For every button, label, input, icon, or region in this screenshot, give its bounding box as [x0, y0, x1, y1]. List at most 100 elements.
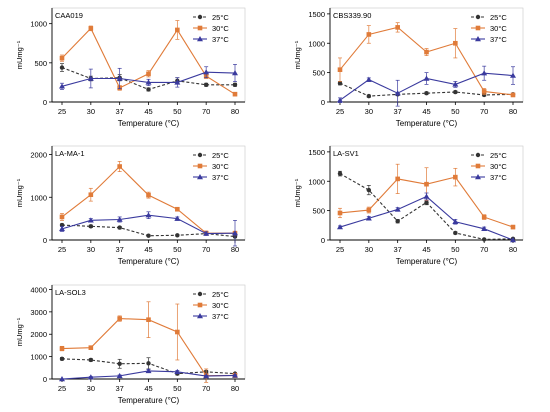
y-tick-label: 1000 — [30, 193, 47, 202]
x-tick-label: 80 — [231, 107, 239, 116]
data-point — [59, 83, 65, 89]
x-tick-label: 50 — [451, 245, 459, 254]
data-point — [174, 215, 181, 221]
legend-entry: 30°C — [193, 24, 229, 33]
data-point — [453, 40, 458, 46]
legend-entry: 30°C — [193, 301, 229, 310]
data-point — [175, 329, 180, 335]
legend-marker — [197, 14, 203, 20]
data-point — [87, 374, 94, 380]
data-point — [145, 212, 152, 218]
series-25°C — [59, 63, 238, 92]
data-point — [481, 214, 487, 220]
data-point — [117, 225, 122, 230]
y-axis-label: mUmg⁻¹ — [15, 40, 24, 69]
legend-entry: 25°C — [471, 13, 507, 22]
series-30°C — [337, 22, 516, 98]
legend-marker — [197, 174, 203, 180]
y-axis-label: mUmg⁻¹ — [293, 178, 302, 207]
legend-marker — [197, 302, 203, 308]
series-37°C — [337, 192, 516, 243]
data-point — [145, 79, 152, 85]
y-axis-label: mUmg⁻¹ — [293, 40, 302, 69]
series-line — [61, 165, 235, 234]
legend-label: 37°C — [212, 173, 229, 182]
data-point — [117, 316, 122, 321]
data-point — [423, 193, 430, 199]
data-point — [366, 187, 372, 193]
x-tick-label: 37 — [115, 107, 123, 116]
x-tick-label: 25 — [336, 107, 344, 116]
chart-panel-2: 0 500 1000 1500 25 30 37 45 50 70 80 Temperature (°… — [293, 7, 524, 128]
data-point — [366, 93, 372, 99]
x-tick-label: 25 — [58, 245, 66, 254]
y-tick-label: 0 — [43, 98, 47, 107]
x-tick-label: 80 — [509, 107, 517, 116]
panel-title: LA-SV1 — [333, 149, 359, 158]
legend-marker — [197, 313, 203, 319]
data-point — [116, 75, 123, 81]
x-tick-label: 37 — [393, 245, 401, 254]
data-point — [232, 91, 238, 97]
data-point — [424, 181, 429, 187]
data-point — [510, 224, 516, 230]
x-tick-label: 45 — [144, 384, 152, 393]
x-tick-label: 80 — [231, 245, 239, 254]
legend-marker — [197, 291, 203, 297]
legend-entry: 30°C — [471, 24, 507, 33]
data-point — [424, 90, 429, 96]
x-tick-label: 50 — [451, 107, 459, 116]
data-point — [88, 357, 94, 363]
x-tick-label: 25 — [58, 384, 66, 393]
data-point — [88, 345, 94, 350]
x-tick-label: 37 — [115, 245, 123, 254]
x-tick-label: 80 — [231, 384, 239, 393]
data-point — [366, 207, 372, 213]
legend-marker — [475, 174, 481, 180]
legend-marker — [475, 36, 481, 42]
data-point — [337, 97, 343, 103]
data-point — [146, 361, 151, 366]
legend-marker — [475, 14, 481, 20]
data-point — [146, 233, 151, 238]
legend-entry: 37°C — [193, 173, 229, 182]
data-point — [395, 219, 400, 224]
y-tick-label: 500 — [312, 69, 325, 78]
legend-marker — [475, 163, 481, 169]
data-point — [117, 361, 122, 366]
x-tick-label: 30 — [87, 107, 95, 116]
data-point — [146, 192, 151, 198]
y-tick-label: 0 — [43, 375, 47, 384]
legend-entry: 25°C — [193, 13, 229, 22]
data-point — [203, 82, 209, 87]
legend-label: 30°C — [212, 24, 229, 33]
x-tick-label: 37 — [115, 384, 123, 393]
x-tick-label: 25 — [58, 107, 66, 116]
data-point — [146, 71, 151, 77]
legend-marker — [197, 36, 203, 42]
y-tick-label: 1500 — [308, 148, 325, 157]
data-point — [59, 356, 65, 362]
y-tick-label: 0 — [321, 98, 325, 107]
series-30°C — [337, 163, 516, 230]
data-point — [395, 25, 400, 30]
legend-label: 30°C — [212, 162, 229, 171]
y-tick-label: 2000 — [30, 151, 47, 160]
data-point — [337, 210, 343, 216]
data-point — [174, 368, 181, 375]
data-point — [203, 373, 210, 379]
series-30°C — [59, 161, 238, 236]
x-tick-label: 70 — [202, 107, 210, 116]
data-point — [365, 76, 372, 82]
legend-marker — [475, 25, 481, 31]
legend-label: 37°C — [490, 35, 507, 44]
data-point — [116, 372, 123, 379]
data-point — [145, 367, 152, 374]
legend-label: 25°C — [212, 13, 229, 22]
data-point — [424, 200, 429, 205]
data-point — [394, 90, 401, 96]
data-point — [510, 92, 516, 98]
data-point — [481, 89, 487, 94]
data-point — [337, 81, 343, 86]
data-point — [510, 237, 516, 243]
